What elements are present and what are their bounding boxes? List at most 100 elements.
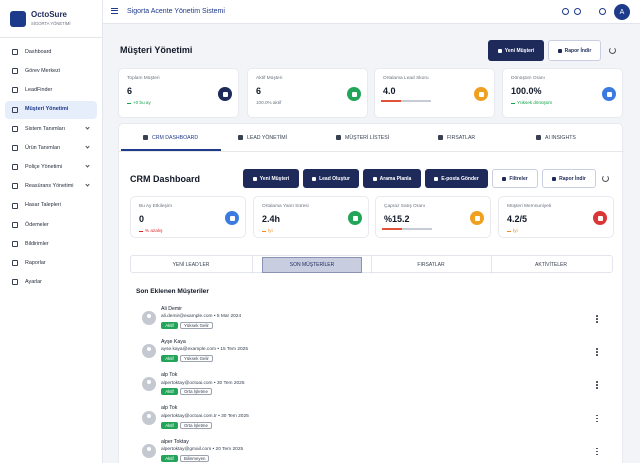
chevron (85, 182, 90, 188)
stat-value: 2.4h (262, 213, 281, 224)
kebab-dot[interactable] (596, 447, 598, 450)
button[interactable]: Yeni Müşteri (488, 40, 544, 61)
topbar-icon[interactable] (562, 8, 569, 15)
kebab-dot[interactable] (596, 384, 598, 386)
icon-glyph (474, 215, 480, 221)
menu-item: Dashboard (25, 48, 52, 55)
logo (10, 11, 26, 27)
kebab-dot[interactable] (596, 450, 598, 453)
icon (312, 176, 317, 181)
button-label: Filtreler (509, 175, 528, 182)
kebab-dot[interactable] (596, 321, 598, 323)
progress-track (382, 228, 432, 230)
kebab-dot[interactable] (596, 348, 598, 350)
icon (372, 176, 377, 181)
topbar-icon[interactable] (574, 8, 581, 15)
icon-glyph (222, 91, 228, 97)
tab: LEAD YÖNETİMİ (247, 134, 287, 141)
kebab-dot[interactable] (596, 417, 598, 420)
menu-icon (12, 49, 18, 55)
icon (434, 176, 439, 181)
status-label: Aktif (165, 323, 174, 328)
stat-card: Aktif Müşteri 6 100.0% aktif (247, 68, 368, 118)
button-label: Rapor İndir (559, 175, 586, 182)
menu-icon (12, 241, 18, 247)
button-label: Yeni Müşteri (259, 175, 290, 182)
menu-icon (12, 145, 18, 151)
segment-label: Orta İşletme (184, 422, 208, 428)
stat-card: Toplam Müşteri 6 +0 bu ay (118, 68, 239, 118)
menu-icon (12, 106, 18, 113)
customer-meta: ali.demir@example.com • 5 Mar 2024 (161, 314, 242, 320)
topbar-icon[interactable] (599, 8, 606, 15)
kebab-dot[interactable] (596, 420, 598, 423)
icon (557, 48, 562, 53)
stat-icon (347, 87, 361, 101)
button-label: Lead Oluştur (319, 175, 350, 182)
icon (252, 176, 257, 181)
menu-icon (12, 183, 18, 190)
stat-card: Çapraz Satış Oranı %15.2 (375, 196, 491, 238)
refresh[interactable] (602, 175, 609, 182)
stat-note: +0 bu ay (133, 100, 151, 106)
status-label: Aktif (165, 356, 174, 362)
tagline: SİGORTA YÖNETİMİ (31, 21, 71, 27)
kebab-dot[interactable] (596, 453, 598, 456)
subtab: FIRSATLAR (417, 262, 445, 268)
button[interactable]: Yeni Müşteri (243, 169, 299, 188)
stat-value: 4.2/5 (507, 213, 528, 224)
kebab-dot[interactable] (596, 315, 598, 317)
progress-fill (381, 100, 401, 102)
button[interactable]: Rapor İndir (548, 40, 601, 61)
avatar-glyph (147, 413, 151, 418)
refresh[interactable] (609, 47, 616, 54)
button[interactable]: Arama Planla (363, 169, 421, 188)
icon-glyph (351, 91, 357, 97)
segment-label: Yüksek Gelir (184, 356, 209, 362)
avatar-glyph (147, 314, 151, 318)
menu-toggle-bar (111, 12, 118, 14)
customer-name: Ayşe Kaya (161, 339, 186, 346)
button[interactable]: Lead Oluştur (303, 169, 359, 188)
stat-note: Yüksek dönüşüm (517, 100, 553, 106)
segment-tag: Bilinmeyen (180, 454, 210, 462)
icon-glyph (478, 91, 484, 97)
button[interactable]: Filtreler (492, 169, 538, 188)
stat-note: İyi (268, 228, 273, 234)
avatar-letter: A (619, 8, 625, 16)
kebab-dot[interactable] (596, 387, 598, 389)
tab-underline (121, 149, 221, 151)
kebab-dot[interactable] (596, 381, 598, 383)
button[interactable]: E-posta Gönder (425, 169, 488, 188)
icon-glyph (352, 215, 358, 221)
customer-avatar (142, 344, 156, 359)
customer-meta: alpertoktay@gmail.com • 20 Tem 2025 (161, 446, 244, 452)
menu-icon (12, 87, 18, 94)
button[interactable]: Rapor İndir (542, 169, 596, 188)
segment-tag: Yüksek Gelir (180, 355, 213, 363)
chevron (85, 144, 90, 149)
icon (552, 176, 557, 181)
menu-item: Sistem Tanımları (25, 125, 66, 132)
sidebar: OctoSure SİGORTA YÖNETİMİ Dashboard Görev M… (0, 0, 103, 463)
status-label: Aktif (165, 389, 174, 395)
menu-toggle-bar (111, 7, 118, 9)
kebab-dot[interactable] (596, 414, 598, 417)
chevron (85, 163, 90, 168)
tab-icon (238, 135, 243, 140)
segment-tag: Yüksek Gelir (180, 322, 213, 329)
menu-item: LeadFinder (25, 87, 53, 94)
button-label: E-posta Gönder (441, 175, 479, 182)
menu-item: Ödemeler (25, 221, 49, 228)
menu-item: Görev Merkezi (25, 67, 61, 74)
customer-avatar (142, 377, 156, 392)
kebab-dot[interactable] (596, 318, 598, 320)
subtab-divider (491, 256, 492, 274)
kebab-dot[interactable] (596, 351, 598, 353)
menu-item: Reasürans Yönetimi (25, 183, 74, 190)
stat-label: Çapraz Satış Oranı (384, 204, 426, 210)
menu-icon (12, 279, 18, 286)
kebab-dot[interactable] (596, 354, 598, 356)
stat-card: Ortalama Yanıt Süresi 2.4h İyi (253, 196, 369, 238)
avatar[interactable]: A (614, 4, 630, 20)
